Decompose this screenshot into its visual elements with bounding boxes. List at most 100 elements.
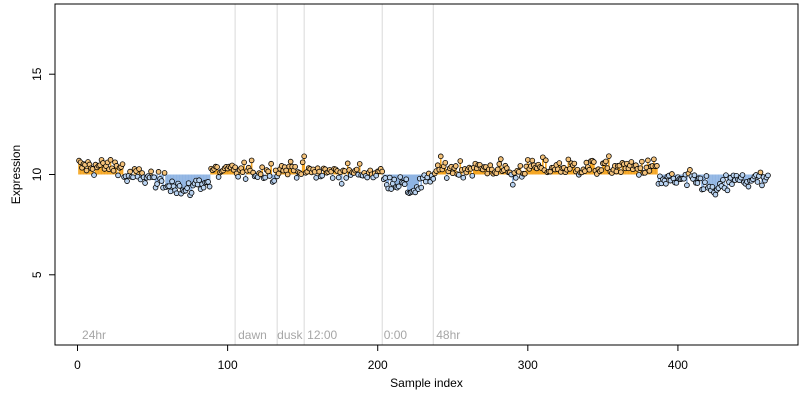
data-point bbox=[739, 172, 746, 178]
data-point bbox=[142, 180, 148, 186]
data-point bbox=[341, 168, 348, 174]
data-point bbox=[669, 171, 675, 177]
data-point bbox=[239, 169, 246, 175]
data-point bbox=[403, 176, 410, 183]
data-point bbox=[356, 161, 363, 167]
data-point bbox=[604, 165, 611, 171]
data-point bbox=[248, 157, 255, 164]
data-point bbox=[397, 174, 404, 180]
data-point bbox=[637, 165, 644, 171]
data-point bbox=[232, 164, 238, 171]
data-point bbox=[497, 156, 504, 162]
data-point bbox=[513, 175, 519, 181]
data-point bbox=[745, 183, 752, 190]
data-point bbox=[388, 186, 395, 192]
data-point bbox=[401, 181, 408, 188]
data-point bbox=[292, 163, 298, 170]
data-point bbox=[301, 153, 307, 160]
data-point bbox=[543, 157, 549, 164]
data-point bbox=[712, 191, 719, 198]
data-point bbox=[469, 172, 476, 179]
data-point bbox=[694, 180, 701, 186]
data-point bbox=[176, 183, 183, 189]
data-point bbox=[565, 156, 572, 163]
data-point bbox=[571, 160, 578, 167]
data-point bbox=[299, 159, 306, 166]
data-point bbox=[395, 183, 402, 190]
data-point bbox=[757, 169, 764, 176]
data-point bbox=[196, 177, 202, 183]
data-point bbox=[169, 178, 175, 185]
y-axis: 5 10 15 bbox=[30, 67, 56, 278]
data-point bbox=[161, 170, 168, 176]
data-point bbox=[457, 158, 464, 164]
data-point bbox=[443, 175, 450, 181]
data-point bbox=[155, 169, 162, 175]
data-point bbox=[654, 163, 660, 169]
data-point bbox=[460, 174, 467, 181]
data-point bbox=[642, 170, 648, 176]
x-axis-label: Sample index bbox=[390, 376, 463, 390]
data-point bbox=[759, 182, 765, 189]
data-point bbox=[167, 188, 174, 195]
data-point bbox=[185, 180, 192, 186]
data-point bbox=[651, 156, 657, 163]
data-point bbox=[188, 190, 195, 196]
x-axis: 0 100 200 300 400 bbox=[74, 344, 688, 372]
data-point bbox=[91, 172, 97, 178]
data-point bbox=[313, 175, 319, 181]
data-point bbox=[382, 175, 389, 181]
data-point bbox=[525, 157, 531, 163]
data-point bbox=[154, 181, 160, 187]
x-tick-label: 300 bbox=[518, 358, 538, 372]
data-point bbox=[517, 163, 524, 169]
data-point bbox=[293, 175, 300, 181]
phase-label: 12:00 bbox=[307, 328, 337, 342]
data-point bbox=[639, 158, 645, 165]
data-point bbox=[271, 178, 277, 184]
data-point bbox=[723, 172, 729, 178]
data-point bbox=[130, 174, 136, 181]
x-tick-label: 0 bbox=[74, 358, 81, 372]
data-point bbox=[765, 172, 771, 179]
data-point bbox=[603, 158, 609, 165]
data-point bbox=[449, 170, 456, 177]
data-points bbox=[76, 153, 771, 199]
data-point bbox=[684, 182, 690, 189]
data-point bbox=[556, 160, 563, 166]
data-point bbox=[391, 176, 398, 183]
data-point bbox=[522, 170, 528, 177]
data-point bbox=[379, 168, 386, 175]
data-point bbox=[709, 184, 716, 190]
data-point bbox=[259, 164, 265, 171]
data-point bbox=[729, 181, 735, 187]
data-point bbox=[136, 166, 142, 172]
x-tick-label: 100 bbox=[218, 358, 238, 372]
data-point bbox=[265, 168, 271, 175]
data-point bbox=[343, 175, 349, 181]
data-point bbox=[124, 178, 130, 184]
data-point bbox=[455, 172, 462, 178]
data-point bbox=[697, 175, 704, 182]
data-point bbox=[386, 174, 393, 181]
data-point bbox=[257, 171, 264, 178]
y-axis-label: Expression bbox=[9, 145, 23, 204]
data-point bbox=[115, 172, 121, 179]
phase-labels: 24hr dawn dusk 12:00 0:00 48hr bbox=[82, 328, 460, 342]
data-point bbox=[107, 157, 114, 163]
data-point bbox=[200, 184, 207, 191]
data-point bbox=[316, 168, 322, 175]
data-point bbox=[158, 178, 165, 184]
data-point bbox=[691, 172, 698, 179]
data-point bbox=[496, 161, 503, 167]
data-point bbox=[184, 185, 190, 191]
data-point bbox=[166, 183, 172, 189]
data-point bbox=[338, 180, 345, 187]
data-point bbox=[613, 168, 620, 175]
data-point bbox=[235, 173, 241, 180]
data-point bbox=[430, 176, 437, 182]
y-tick-label: 10 bbox=[30, 168, 44, 182]
data-point bbox=[241, 159, 247, 166]
data-point bbox=[687, 167, 693, 173]
